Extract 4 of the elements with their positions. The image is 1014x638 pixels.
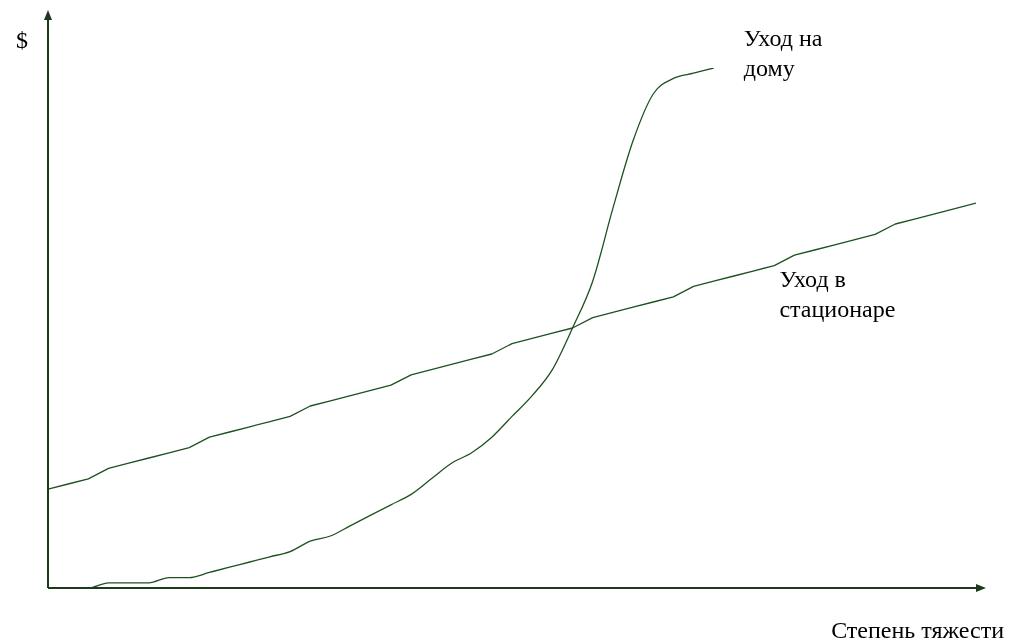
y-axis-title: $ (16, 27, 28, 53)
series-label: Уход в стационаре (779, 266, 896, 323)
series-label: Уход на дому (743, 25, 823, 81)
x-axis-title: Степень тяжести (831, 617, 1005, 638)
